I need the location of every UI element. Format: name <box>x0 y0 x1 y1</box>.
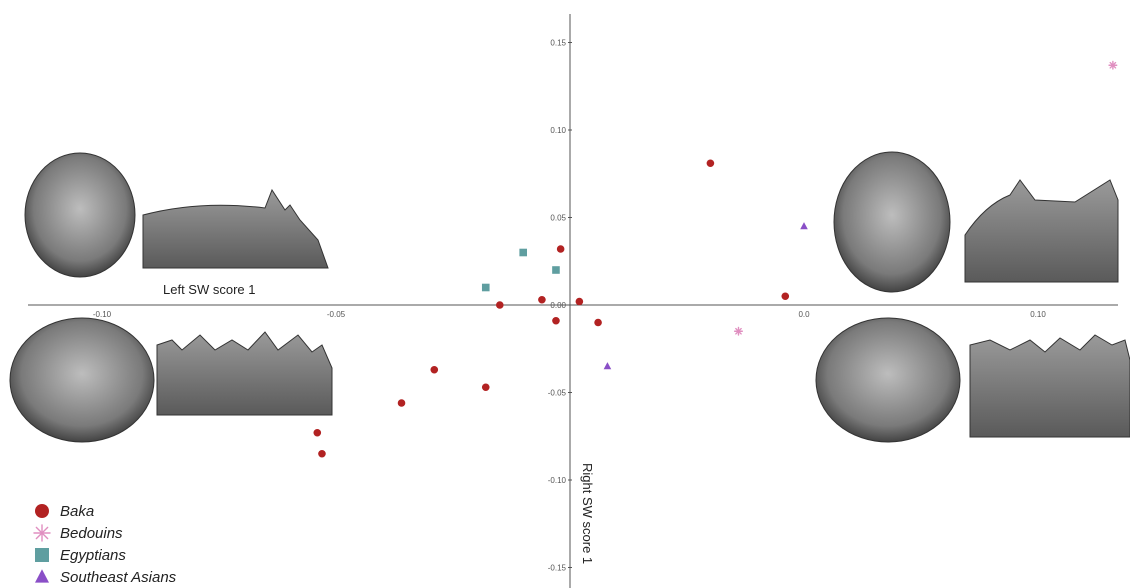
baka-point <box>496 301 504 309</box>
tooth-side-image-1 <box>142 188 329 269</box>
y-tick-label: -0.10 <box>548 476 567 485</box>
baka-point <box>313 428 322 437</box>
baka-point <box>538 295 546 304</box>
baka-point <box>781 292 790 301</box>
egyptians-point <box>552 266 560 274</box>
baka-point <box>552 316 560 325</box>
tooth-side-image-4 <box>969 334 1130 438</box>
asterisk-stroke <box>735 327 742 335</box>
legend-marker-shape <box>35 504 49 518</box>
tooth-occlusal-image-1 <box>24 152 136 278</box>
baka-point <box>556 245 565 253</box>
x-tick-label: -0.05 <box>327 310 346 319</box>
x-tick-label: 0.10 <box>1030 310 1046 319</box>
legend-marker-egyptians <box>35 548 49 562</box>
legend-label: Southeast Asians <box>60 568 177 586</box>
y-tick-label: 0.15 <box>550 39 566 48</box>
legend-marker-baka <box>35 504 49 518</box>
baka-point <box>430 365 439 374</box>
x-axis-label: Left SW score 1 <box>163 282 255 297</box>
bedouins-point <box>733 326 743 336</box>
baka-point <box>575 297 584 306</box>
y-tick-label: 0.00 <box>550 301 566 310</box>
y-tick-label: -0.15 <box>548 564 567 573</box>
legend-item-southeast-asians: Southeast Asians <box>32 566 176 588</box>
y-tick-label: 0.10 <box>550 126 566 135</box>
bedouins-point <box>1108 60 1118 70</box>
baka-point <box>481 383 490 392</box>
y-tick-label: 0.05 <box>550 214 566 223</box>
legend-marker-bedouins <box>33 524 51 542</box>
x-tick-label: -0.10 <box>93 310 112 319</box>
baka-point <box>397 399 406 407</box>
tooth-occlusal-image-3 <box>833 151 951 293</box>
legend-marker-shape <box>35 548 49 562</box>
legend-marker-shape <box>35 569 49 583</box>
tick-labels: -0.10 -0.05 0.0 0.10 0.15 0.10 0.05 0.00 -0.05 -0… <box>93 39 1046 573</box>
axes <box>28 14 1118 588</box>
tooth-occlusal-image-4 <box>815 317 961 443</box>
egyptians-point <box>519 248 527 257</box>
legend-marker-shape <box>33 524 51 542</box>
legend-label: Baka <box>60 502 95 520</box>
tooth-side-image-2 <box>156 331 333 416</box>
tooth-side-image-3 <box>964 179 1119 283</box>
asterisk-stroke <box>1109 61 1117 69</box>
legend-item-baka: Baka <box>32 500 176 522</box>
legend-item-egyptians: Egyptians <box>32 544 176 566</box>
legend-label: Egyptians <box>60 546 126 564</box>
tooth-illustrations <box>9 151 1130 443</box>
baka-point <box>706 159 715 168</box>
southeast-asians-point <box>603 362 612 370</box>
data-points <box>313 60 1118 458</box>
baka-point <box>318 449 326 458</box>
asterisk-stroke <box>35 526 49 540</box>
legend-marker-southeast-asians <box>35 569 49 583</box>
y-axis-label: Right SW score 1 <box>580 463 595 564</box>
egyptians-point <box>481 283 490 292</box>
tooth-occlusal-image-2 <box>9 317 155 443</box>
baka-point <box>594 318 602 327</box>
southeast-asians-point <box>800 222 808 230</box>
legend: Baka Bedouins Egyptians Southeast Asians <box>32 500 176 588</box>
legend-item-bedouins: Bedouins <box>32 522 176 544</box>
x-tick-label: 0.0 <box>798 310 810 319</box>
y-tick-label: -0.05 <box>548 389 567 398</box>
legend-label: Bedouins <box>60 524 123 542</box>
